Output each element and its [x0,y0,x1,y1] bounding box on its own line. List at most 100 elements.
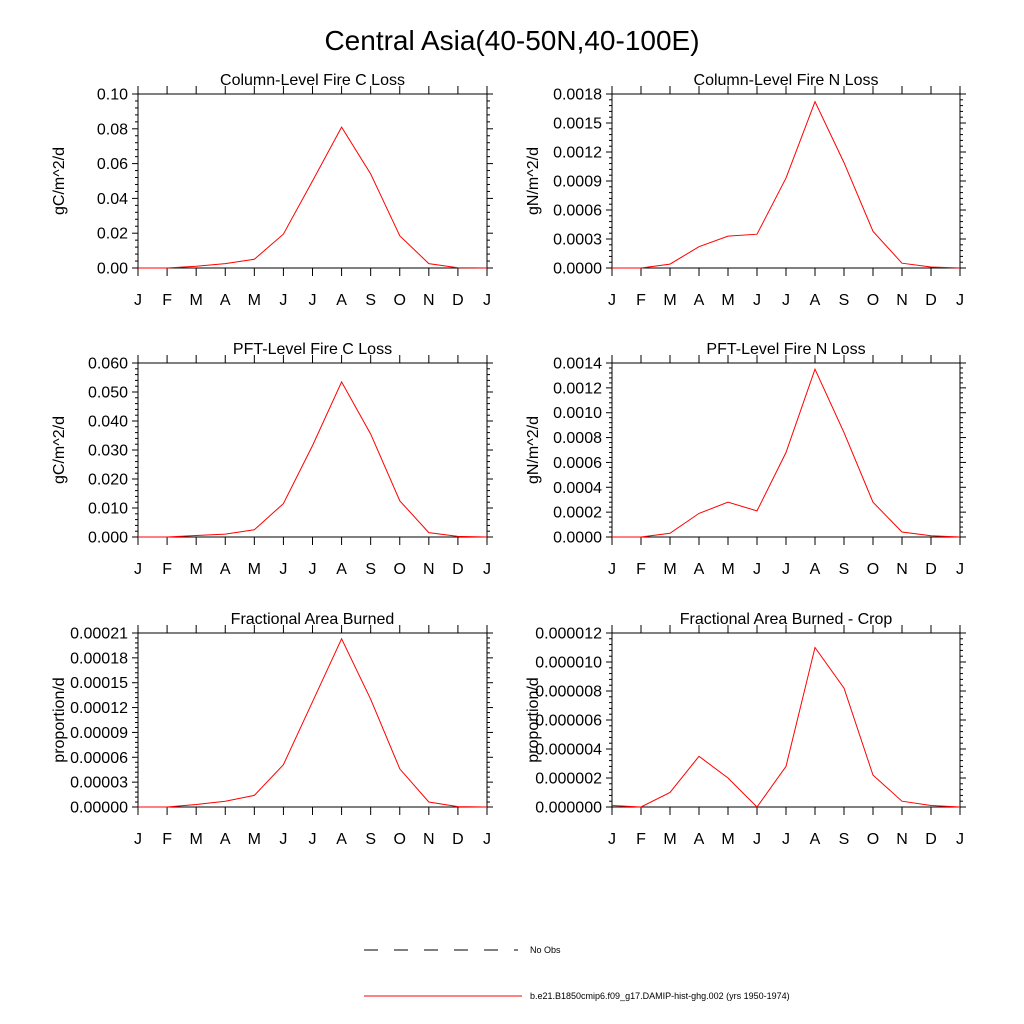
y-tick-label: 0.0008 [553,430,602,447]
x-tick-label: J [483,561,491,578]
y-tick-label: 0.04 [97,191,128,208]
x-tick-label: D [452,561,464,578]
y-tick-label: 0.00006 [70,750,128,767]
legend-obs-label: No Obs [530,945,561,955]
y-tick-label: 0.040 [88,414,128,431]
x-tick-label: F [162,831,172,848]
x-tick-label: A [810,561,821,578]
x-tick-label: J [753,292,761,309]
y-tick-label: 0.0015 [553,116,602,133]
y-tick-label: 0.0009 [553,174,602,191]
y-axis-label: gN/m^2/d [525,416,542,484]
y-tick-label: 0.00018 [70,650,128,667]
y-tick-label: 0.06 [97,156,128,173]
y-tick-label: 0.000000 [535,800,602,817]
x-tick-label: J [279,831,287,848]
x-tick-label: J [309,561,317,578]
x-tick-label: J [134,292,142,309]
x-tick-label: A [694,561,705,578]
y-tick-label: 0.00009 [70,725,128,742]
series-line [138,380,488,538]
x-tick-label: M [248,292,261,309]
y-tick-label: 0.060 [88,356,128,373]
x-tick-label: A [220,831,231,848]
x-tick-label: F [636,561,646,578]
y-tick-label: 0.08 [97,121,128,138]
x-tick-label: A [220,292,231,309]
plot-frame [611,632,961,808]
y-tick-label: 0.0014 [553,356,602,373]
y-tick-label: 0.0002 [553,505,602,522]
y-tick-label: 0.0000 [553,261,602,278]
x-tick-label: J [483,831,491,848]
chart-title: PFT-Level Fire N Loss [706,341,865,358]
y-axis-label: proportion/d [51,677,68,762]
x-tick-label: F [162,292,172,309]
y-tick-label: 0.0004 [553,480,602,497]
y-tick-label: 0.0006 [553,203,602,220]
y-tick-label: 0.000006 [535,713,602,730]
x-tick-label: N [423,561,435,578]
x-tick-label: O [394,831,406,848]
chart-panel: PFT-Level Fire C Loss gC/m^2/d 0.000 0.010 0… [51,341,493,578]
x-tick-label: N [423,831,435,848]
x-tick-label: M [663,561,676,578]
legend: No Obs b.e21.B1850cmip6.f09_g17.DAMIP-hi… [364,945,790,1001]
y-tick-label: 0.0006 [553,455,602,472]
x-tick-label: S [365,561,376,578]
chart-title: Column-Level Fire N Loss [694,72,879,89]
x-tick-label: J [309,292,317,309]
x-tick-label: A [810,292,821,309]
x-tick-label: J [483,292,491,309]
x-tick-label: J [782,292,790,309]
y-tick-label: 0.030 [88,443,128,460]
legend-model-label: b.e21.B1850cmip6.f09_g17.DAMIP-hist-ghg.… [530,991,790,1001]
y-tick-label: 0.0012 [553,145,602,162]
y-tick-label: 0.00003 [70,775,128,792]
x-tick-label: M [190,292,203,309]
chart-title: Column-Level Fire C Loss [220,72,405,89]
chart-panel: Fractional Area Burned - Crop proportion/… [525,611,966,848]
y-axis-label: gN/m^2/d [525,147,542,215]
x-tick-label: M [248,831,261,848]
y-tick-label: 0.00015 [70,675,128,692]
y-tick-label: 0.0010 [553,405,602,422]
x-tick-label: J [279,561,287,578]
x-tick-label: O [867,292,879,309]
y-tick-label: 0.10 [97,87,128,104]
x-tick-label: M [190,561,203,578]
plot-frame [611,362,961,538]
x-tick-label: S [839,561,850,578]
y-tick-label: 0.0012 [553,380,602,397]
chart-title: Fractional Area Burned [231,611,395,628]
x-tick-label: N [896,561,908,578]
y-tick-label: 0.000010 [535,655,602,672]
y-axis-label: proportion/d [525,677,542,762]
x-tick-label: O [394,292,406,309]
x-tick-label: J [956,831,964,848]
x-tick-label: A [810,831,821,848]
chart-title: Fractional Area Burned - Crop [680,611,893,628]
chart-title: PFT-Level Fire C Loss [233,341,392,358]
x-tick-label: M [721,292,734,309]
y-tick-label: 0.000004 [535,742,602,759]
x-tick-label: M [663,292,676,309]
x-tick-label: J [956,561,964,578]
x-tick-label: J [134,831,142,848]
x-tick-label: J [782,831,790,848]
x-tick-label: J [608,831,616,848]
y-tick-label: 0.00012 [70,700,128,717]
page-title: Central Asia(40-50N,40-100E) [324,25,699,56]
y-axis-label: gC/m^2/d [51,147,68,215]
x-tick-label: J [753,561,761,578]
x-tick-label: S [365,292,376,309]
series-line [138,637,488,808]
x-tick-label: J [309,831,317,848]
x-tick-label: D [925,561,937,578]
series-line [138,126,488,269]
x-tick-label: N [423,292,435,309]
chart-panel: Column-Level Fire C Loss gC/m^2/d 0.00 0.02… [51,72,493,309]
y-tick-label: 0.010 [88,501,128,518]
y-tick-label: 0.020 [88,472,128,489]
x-tick-label: S [839,292,850,309]
